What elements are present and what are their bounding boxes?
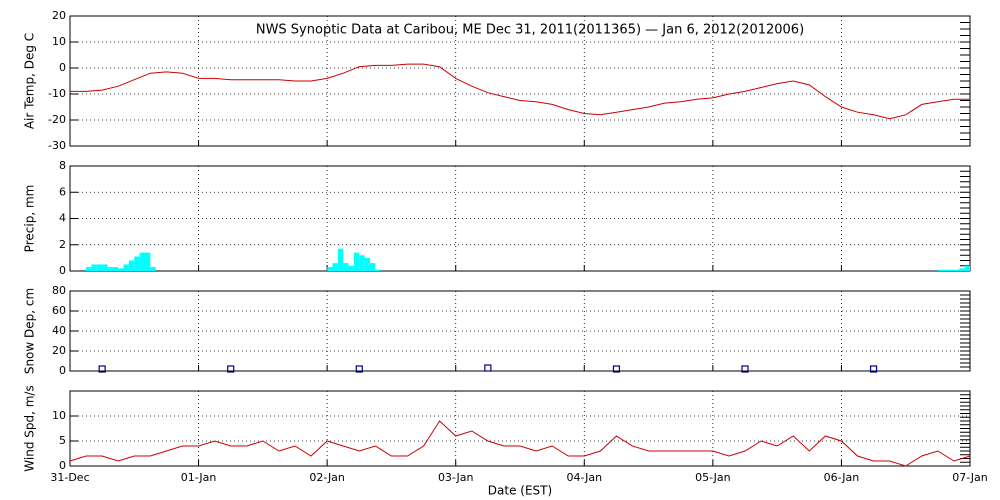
bar (959, 268, 965, 271)
bar (332, 263, 338, 271)
y-axis-label: Air Temp, Deg C (23, 33, 37, 129)
bar (948, 269, 954, 271)
bar (91, 264, 97, 271)
y-tick-label: 60 (52, 304, 66, 317)
bar (150, 267, 156, 271)
bar (327, 267, 333, 271)
y-tick-label: 10 (52, 35, 66, 48)
bar (359, 255, 365, 271)
bar (375, 269, 381, 271)
y-tick-label: 0 (59, 61, 66, 74)
data-line (70, 63, 970, 120)
y-tick-label: 20 (52, 344, 66, 357)
point (869, 365, 878, 373)
y-tick-label: 20 (52, 9, 66, 22)
bar (123, 264, 129, 271)
bar (370, 263, 376, 271)
bar (364, 257, 370, 271)
y-axis-label: Snow Dep, cm (23, 288, 37, 374)
y-tick-label: -30 (48, 139, 66, 152)
x-tick-label: 03-Jan (438, 471, 474, 484)
point (484, 364, 492, 372)
panel-frame (69, 390, 971, 467)
y-axis-label: Precip, mm (23, 185, 37, 253)
x-tick-label: 05-Jan (695, 471, 731, 484)
y-tick-label: 0 (59, 364, 66, 377)
x-tick-label: 04-Jan (567, 471, 603, 484)
bar (337, 248, 344, 271)
bar (348, 265, 354, 271)
bar (343, 263, 349, 271)
point (98, 365, 106, 373)
x-tick-label: 06-Jan (824, 471, 860, 484)
y-tick-label: 8 (59, 159, 66, 172)
x-tick-label: 31-Dec (50, 471, 89, 484)
y-tick-label: 5 (59, 434, 66, 447)
x-tick-label: 01-Jan (181, 471, 217, 484)
bar (943, 269, 949, 271)
bar (102, 264, 108, 271)
bar (107, 267, 113, 271)
bar (937, 269, 944, 271)
bar (112, 267, 119, 271)
bar (145, 252, 151, 271)
y-tick-label: 6 (59, 185, 66, 198)
point (355, 365, 363, 373)
bar (86, 267, 92, 271)
y-tick-label: -20 (48, 113, 66, 126)
bar (964, 265, 970, 271)
y-tick-label: 40 (52, 324, 66, 337)
y-tick-label: 80 (52, 284, 66, 297)
x-tick-label: 02-Jan (309, 471, 345, 484)
y-tick-label: -10 (48, 87, 66, 100)
bar (96, 264, 103, 271)
y-axis-label: Wind Spd, m/s (23, 385, 37, 471)
bar (953, 269, 960, 271)
point (612, 365, 621, 373)
bar (134, 256, 140, 271)
y-tick-label: 4 (59, 212, 66, 225)
y-tick-label: 2 (59, 238, 66, 251)
bar (128, 260, 135, 271)
x-tick-label: 07-Jan (952, 471, 988, 484)
data-line (69, 420, 971, 467)
chart-title: NWS Synoptic Data at Caribou, ME Dec 31,… (256, 23, 804, 38)
x-axis-label: Date (EST) (488, 484, 552, 498)
point (227, 365, 235, 373)
y-tick-label: 0 (59, 264, 66, 277)
bar (139, 252, 145, 271)
y-tick-label: 0 (59, 459, 66, 472)
point (741, 365, 749, 373)
y-tick-label: 10 (52, 409, 66, 422)
bar (118, 268, 124, 271)
bar (353, 252, 360, 271)
